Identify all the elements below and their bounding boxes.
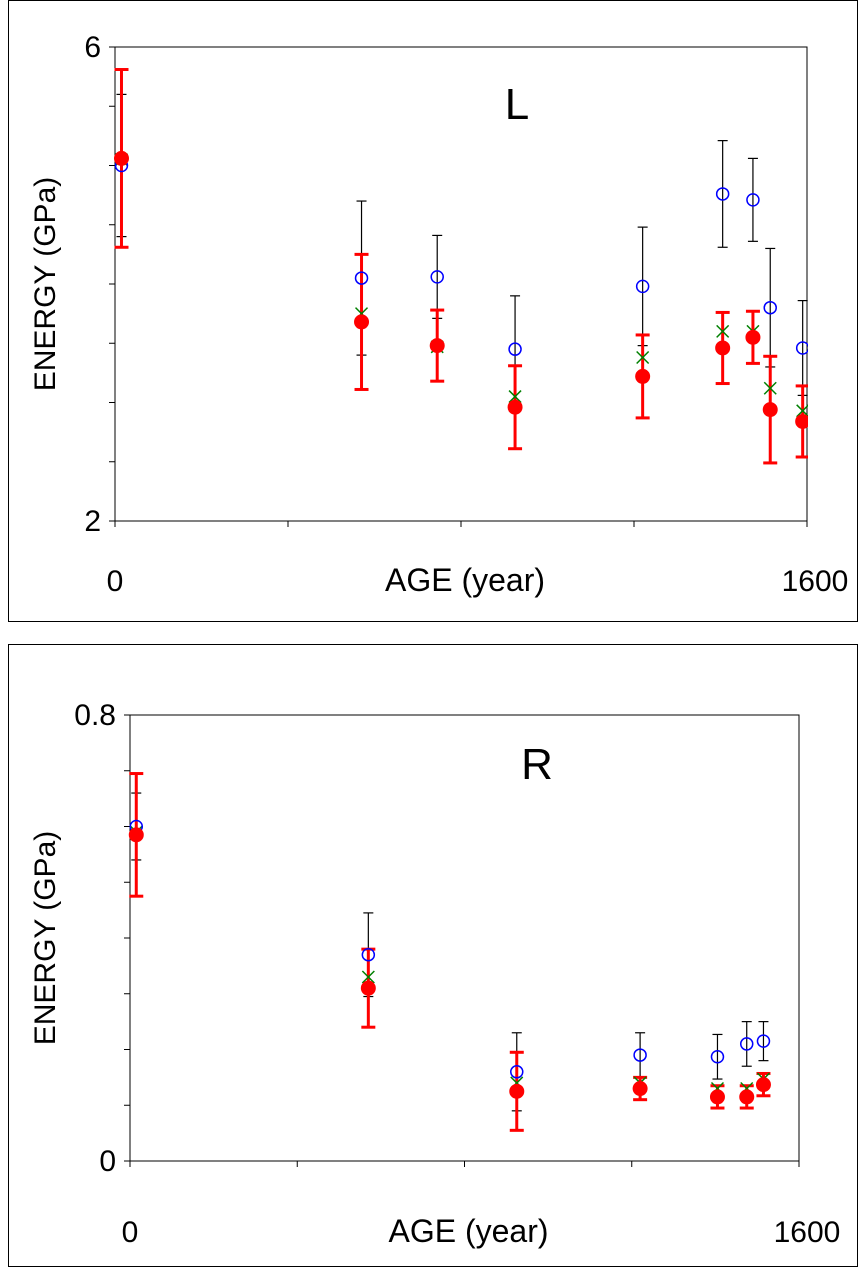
chart-r-svg: 0.8 0 0 1600 AGE (year) ENERGY (GPa) R (29, 699, 841, 1249)
x-tick-label-left: 0 (122, 1216, 139, 1249)
data-point-filled-circle (715, 340, 731, 356)
plot-marks-group (128, 772, 771, 1132)
data-point-filled-circle (739, 1089, 755, 1105)
data-point-filled-circle (360, 980, 376, 996)
y-tick-label-bottom: 2 (84, 505, 101, 538)
data-point-filled-circle (635, 368, 651, 384)
chart-panel-l: 6 2 0 1600 AGE (year) ENERGY (GPa) L (8, 0, 858, 622)
data-point-x-marker (796, 404, 808, 418)
data-point-filled-circle (762, 402, 778, 418)
data-point-filled-circle (509, 1083, 525, 1099)
data-point-open-circle (510, 1065, 524, 1079)
y-axis-label: ENERGY (GPa) (29, 177, 62, 392)
data-point-filled-circle (745, 329, 761, 345)
data-point-open-circle (633, 1048, 647, 1062)
data-point-filled-circle (507, 399, 523, 415)
x-tick-label-left: 0 (107, 565, 124, 598)
chart-panel-r: 0.8 0 0 1600 AGE (year) ENERGY (GPa) R (8, 644, 858, 1267)
data-point-filled-circle (354, 314, 370, 330)
data-point-x-marker (508, 390, 522, 404)
x-axis-label: AGE (year) (385, 562, 545, 598)
data-point-open-circle (795, 341, 808, 355)
y-tick-label-bottom: 0 (99, 1145, 116, 1178)
data-point-filled-circle (709, 1089, 725, 1105)
data-point-open-circle (354, 271, 369, 285)
data-point-x-marker (716, 324, 730, 338)
y-tick-label-top: 0.8 (74, 699, 116, 732)
y-axis-label: ENERGY (GPa) (29, 831, 62, 1046)
data-point-open-circle (715, 187, 730, 201)
data-point-x-marker (361, 970, 375, 984)
data-point-open-circle (710, 1049, 725, 1064)
x-axis-label: AGE (year) (388, 1213, 548, 1249)
data-point-open-circle (756, 1034, 771, 1048)
chart-l-svg: 6 20 1600 AGE (year) ENERGY (GPa) L (29, 31, 849, 598)
data-point-filled-circle (429, 338, 445, 354)
chart-title-l: L (505, 80, 529, 129)
data-point-filled-circle (128, 827, 144, 843)
chart-title-r: R (521, 740, 553, 789)
data-point-open-circle (763, 300, 777, 315)
plot-marks-group (113, 68, 808, 465)
plot-area-frame (114, 46, 808, 522)
data-point-open-circle (739, 1037, 754, 1051)
data-point-open-circle (361, 947, 376, 962)
data-point-open-circle (430, 270, 444, 284)
data-point-filled-circle (632, 1081, 648, 1097)
x-tick-label-right: 1600 (782, 565, 849, 598)
x-tick-label-right: 1600 (774, 1216, 841, 1249)
data-point-open-circle (746, 193, 760, 207)
data-point-filled-circle (795, 413, 808, 429)
y-tick-label-top: 6 (84, 31, 101, 64)
plot-area-frame (129, 714, 800, 1162)
data-point-x-marker (636, 350, 650, 365)
data-point-open-circle (635, 279, 650, 294)
data-point-filled-circle (113, 150, 129, 166)
data-point-filled-circle (755, 1077, 771, 1093)
data-point-x-marker (763, 381, 777, 395)
data-point-open-circle (508, 342, 522, 356)
